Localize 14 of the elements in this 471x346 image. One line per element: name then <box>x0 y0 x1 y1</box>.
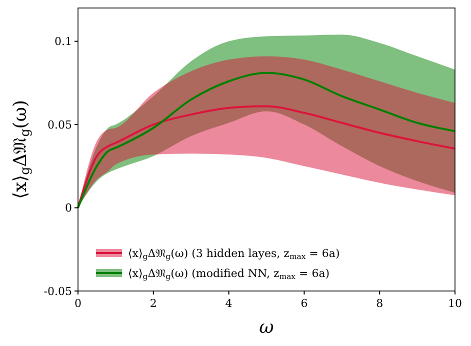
legend-label: ⟨x⟩$_{g}$Δ𝔐$_{g}$(ω) (modified NN, z$_{max}$ = 6a) <box>128 266 330 281</box>
x-tick-label: 10 <box>448 297 462 310</box>
x-tick-label: 4 <box>225 297 232 310</box>
x-tick-label: 2 <box>150 297 157 310</box>
legend-label: ⟨x⟩$_{g}$Δ𝔐$_{g}$(ω) (3 hidden layes, z$_{max}$ = 6a) <box>128 246 340 261</box>
x-tick-label: 6 <box>300 297 308 310</box>
y-tick-label: 0.05 <box>48 118 72 132</box>
x-tick-label: 8 <box>376 297 384 310</box>
y-tick-label: -0.05 <box>44 284 72 298</box>
x-tick-label: 0 <box>74 297 82 310</box>
x-axis-title: ω <box>259 317 274 338</box>
y-tick-label: 0 <box>65 202 72 215</box>
y-tick-label: 0.1 <box>54 35 72 48</box>
line-series <box>77 105 456 209</box>
